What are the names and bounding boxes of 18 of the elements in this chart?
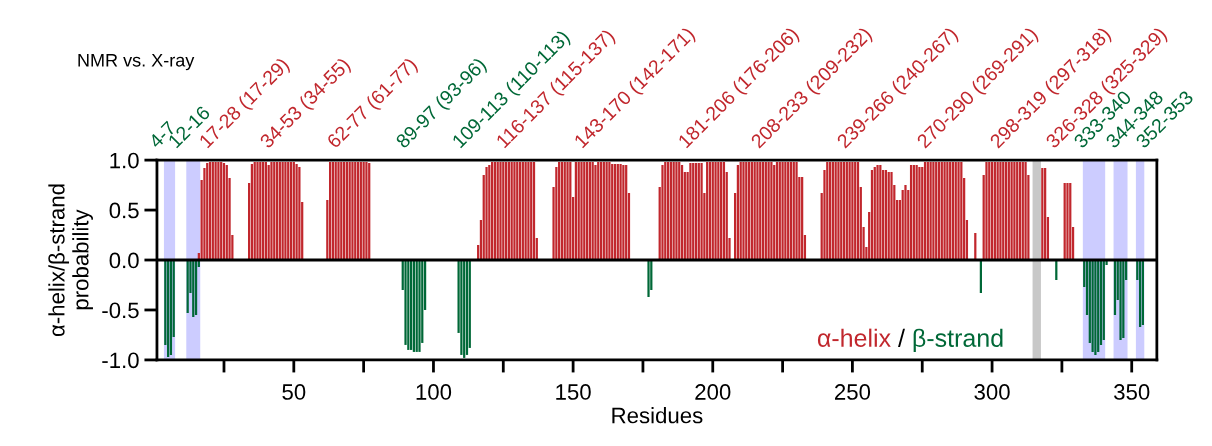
y-tick-label: 0.5 <box>109 202 139 219</box>
y-tick-label: 0.0 <box>109 252 139 269</box>
x-tick-label: 300 <box>974 384 1010 400</box>
x-tick-label: 200 <box>695 384 731 400</box>
y-tick-label: -1.0 <box>102 352 139 369</box>
annotation: / <box>898 328 905 347</box>
x-tick-label: 50 <box>282 384 306 400</box>
series-label: β-strand <box>913 328 1003 352</box>
x-tick-label: 350 <box>1114 384 1150 400</box>
x-axis-title: Residues <box>612 407 703 424</box>
x-tick-label: 100 <box>416 384 452 400</box>
y-tick-label: -0.5 <box>102 302 139 319</box>
y-axis-title: α-helix/β-strand probability <box>48 184 93 337</box>
y-tick-label: 1.0 <box>110 152 139 169</box>
x-tick-label: 250 <box>835 384 871 400</box>
text: NMR vs. X-ray <box>78 54 195 71</box>
x-tick-label: 150 <box>556 384 591 400</box>
text: α-helix <box>817 328 891 347</box>
